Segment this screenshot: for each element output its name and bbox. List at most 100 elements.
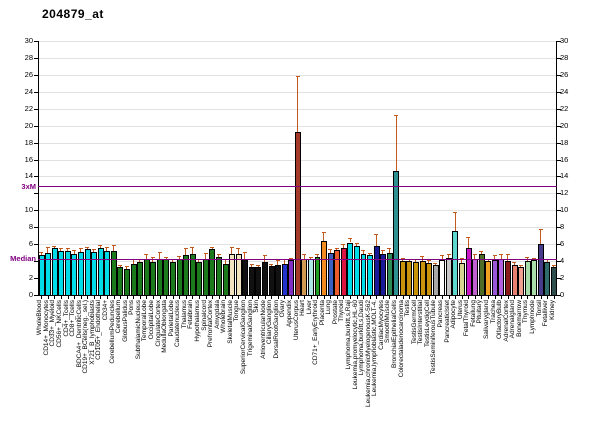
error-bar-cap: [85, 246, 90, 248]
error-bar-cap: [446, 253, 451, 255]
y-tick-mark-left: [34, 295, 38, 296]
x-tick-mark: [93, 296, 95, 299]
bar-Appendix: [288, 260, 295, 296]
y-axis-label-right: 8: [560, 222, 565, 232]
error-bar-cap: [216, 254, 221, 256]
gridline: [38, 41, 557, 42]
error-bar-cap: [525, 256, 530, 258]
x-axis-label: Kidney: [548, 300, 556, 320]
y-tick-mark-left: [34, 91, 38, 93]
error-bar: [73, 250, 75, 254]
error-bar: [520, 264, 522, 268]
y-axis-label-right: 24: [560, 86, 569, 96]
bar-X721_B_lymphoblasts: [91, 251, 98, 296]
x-tick-mark: [297, 296, 299, 299]
bar-Leukemia,chronicMyelogenousK-562: [367, 255, 374, 296]
x-tick-mark: [264, 296, 266, 299]
error-bar: [336, 247, 338, 251]
error-bar-cap: [545, 259, 550, 261]
x-tick-mark: [244, 296, 246, 299]
x-tick-mark: [553, 296, 555, 299]
bar-PrefrontalCortex: [209, 249, 216, 296]
bar-Lymphoma,burkitt,s,Raji: [347, 242, 354, 296]
error-bar: [185, 248, 187, 256]
gridline: [38, 57, 557, 59]
x-tick-mark: [382, 296, 384, 299]
x-tick-mark: [290, 296, 292, 299]
error-bar: [231, 246, 233, 254]
error-bar-cap: [275, 260, 280, 262]
y-axis-label-right: 26: [560, 69, 569, 79]
y-axis-label-left: 26: [24, 69, 33, 79]
error-bar: [198, 258, 200, 262]
error-bar-cap: [433, 262, 438, 264]
error-bar: [513, 261, 515, 265]
x-tick-mark: [47, 296, 49, 299]
error-bar-cap: [315, 254, 320, 256]
y-axis-label-left: 0: [28, 290, 33, 299]
error-bar-cap: [262, 255, 267, 257]
bar-Salivarygland: [485, 261, 492, 296]
x-tick-mark: [317, 296, 319, 299]
x-tick-mark: [198, 296, 200, 299]
error-bar-cap: [466, 236, 471, 238]
y-axis-label-right: 18: [560, 137, 569, 147]
y-tick-mark-right: [557, 159, 561, 161]
error-bar-cap: [236, 248, 241, 250]
bar-Placenta: [321, 240, 328, 296]
error-bar-cap: [505, 253, 510, 255]
error-bar: [178, 256, 180, 260]
x-tick-mark: [41, 296, 43, 299]
x-tick-mark: [356, 296, 358, 299]
error-bar-cap: [380, 250, 385, 252]
error-bar: [218, 254, 220, 257]
error-bar: [540, 228, 542, 245]
bar-Lung: [327, 252, 334, 296]
y-axis-label-left: 24: [24, 86, 33, 96]
y-axis-label-right: 4: [560, 256, 565, 266]
error-bar: [323, 231, 325, 241]
median-line: [38, 258, 557, 260]
error-bar-cap: [394, 114, 399, 116]
bar-Kidney: [551, 267, 557, 296]
x-tick-mark: [87, 296, 89, 299]
error-bar-cap: [472, 254, 477, 256]
bar-OccipitalLobe: [150, 261, 157, 296]
x-tick-mark: [422, 296, 424, 299]
bar-Liver: [307, 259, 314, 296]
x-tick-mark: [271, 296, 273, 299]
bar-Pons: [130, 263, 137, 296]
bar-UterusCorpus: [294, 131, 301, 296]
x-tick-mark: [212, 296, 214, 299]
error-bar: [461, 257, 463, 263]
x-tick-mark: [304, 296, 306, 299]
error-bar-cap: [210, 246, 215, 248]
error-bar-cap: [400, 257, 405, 259]
error-bar-cap: [413, 259, 418, 261]
x-tick-mark: [474, 296, 476, 299]
x-tick-mark: [60, 296, 62, 299]
y-tick-mark-right: [557, 74, 561, 76]
x-tick-mark: [488, 296, 490, 299]
x-tick-mark: [120, 296, 122, 299]
error-bar-cap: [124, 266, 129, 268]
error-bar-cap: [551, 265, 556, 267]
error-bar-cap: [72, 250, 77, 252]
error-bar-cap: [499, 254, 504, 256]
x-tick-mark: [363, 296, 365, 299]
error-bar: [145, 254, 147, 260]
x-tick-mark: [284, 296, 286, 299]
x-tick-mark: [310, 296, 312, 299]
x-tick-mark: [409, 296, 411, 299]
bar-CD56+_NKCells: [58, 250, 65, 296]
x-tick-mark: [166, 296, 168, 299]
bar-Testis: [406, 261, 413, 296]
error-bar-cap: [52, 245, 57, 247]
y-axis-label-right: 20: [560, 120, 569, 130]
y-tick-mark-left: [34, 244, 38, 246]
error-bar: [40, 251, 42, 256]
error-bar-cap: [512, 261, 517, 263]
error-bar: [80, 248, 82, 252]
y-axis-label-right: 6: [560, 239, 565, 249]
error-bar: [362, 250, 364, 254]
